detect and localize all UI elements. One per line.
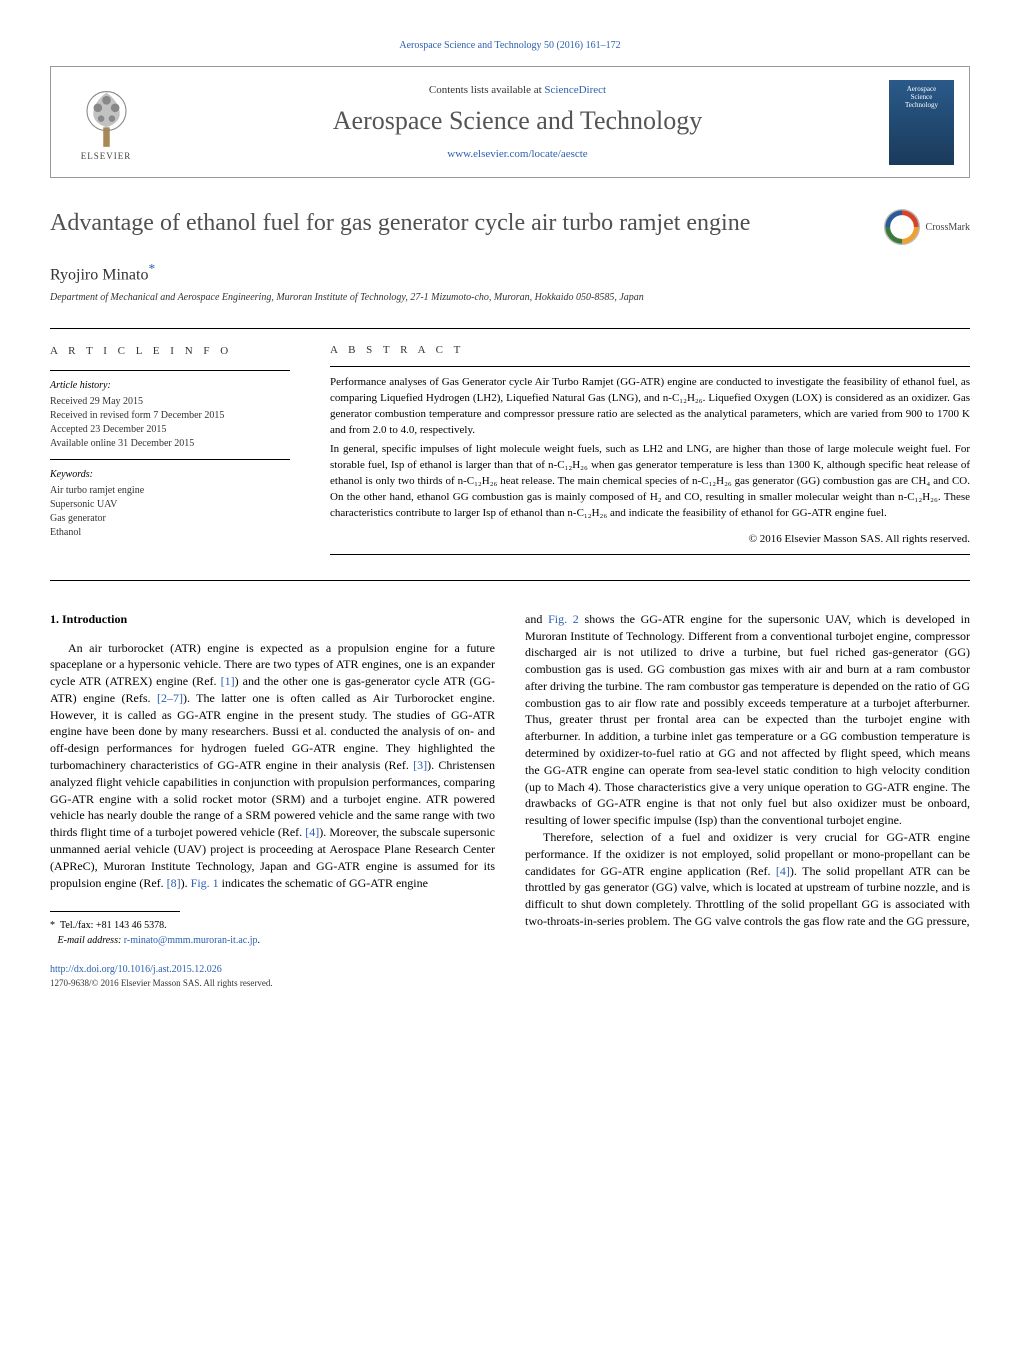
body-text: 1. Introduction An air turborocket (ATR)…: [50, 611, 970, 990]
ref-link[interactable]: [8]: [167, 876, 181, 890]
ref-link[interactable]: [3]: [413, 758, 427, 772]
body-paragraph: An air turborocket (ATR) engine is expec…: [50, 640, 495, 892]
footnote-marker: *: [50, 920, 55, 931]
journal-name: Aerospace Science and Technology: [161, 106, 874, 136]
footer-copyright: 1270-9638/© 2016 Elsevier Masson SAS. Al…: [50, 977, 495, 990]
sciencedirect-link[interactable]: ScienceDirect: [544, 84, 606, 96]
keyword-item: Air turbo ramjet engine: [50, 484, 290, 498]
history-title: Article history:: [50, 379, 290, 393]
journal-cover-thumb[interactable]: Aerospace Science Technology: [889, 80, 954, 165]
divider-top: [50, 328, 970, 329]
article-info-column: a r t i c l e i n f o Article history: R…: [50, 344, 290, 554]
history-item: Received in revised form 7 December 2015: [50, 409, 290, 423]
history-item: Available online 31 December 2015: [50, 437, 290, 451]
ref-link[interactable]: [4]: [776, 864, 790, 878]
journal-header: ELSEVIER Contents lists available at Sci…: [50, 66, 970, 178]
left-column: 1. Introduction An air turborocket (ATR)…: [50, 611, 495, 990]
journal-homepage-link[interactable]: www.elsevier.com/locate/aescte: [161, 148, 874, 160]
crossmark-badge[interactable]: CrossMark: [883, 208, 970, 246]
ref-link[interactable]: [4]: [305, 825, 319, 839]
top-citation[interactable]: Aerospace Science and Technology 50 (201…: [50, 40, 970, 51]
abstract-column: a b s t r a c t Performance analyses of …: [330, 344, 970, 554]
abstract-heading: a b s t r a c t: [330, 344, 970, 356]
divider-abstract: [330, 366, 970, 367]
thumb-text-2: Science: [911, 93, 933, 101]
divider-info-2: [50, 459, 290, 460]
corresponding-footnote: * Tel./fax: +81 143 46 5378. E-mail addr…: [50, 918, 495, 948]
author-name: Ryojiro Minato*: [50, 261, 970, 284]
history-item: Accepted 23 December 2015: [50, 423, 290, 437]
ref-link[interactable]: [2–7]: [157, 691, 183, 705]
keywords-title: Keywords:: [50, 468, 290, 482]
abstract-paragraph: In general, specific impulses of light m…: [330, 442, 970, 522]
thumb-text-1: Aerospace: [907, 85, 937, 93]
doi-link[interactable]: http://dx.doi.org/10.1016/j.ast.2015.12.…: [50, 963, 495, 977]
crossmark-icon: [883, 208, 921, 246]
abstract-copyright: © 2016 Elsevier Masson SAS. All rights r…: [330, 532, 970, 548]
fig-link[interactable]: Fig. 2: [548, 612, 579, 626]
keyword-item: Gas generator: [50, 512, 290, 526]
abstract-paragraph: Performance analyses of Gas Generator cy…: [330, 375, 970, 439]
keyword-item: Ethanol: [50, 526, 290, 540]
article-info-heading: a r t i c l e i n f o: [50, 344, 290, 359]
author-affiliation: Department of Mechanical and Aerospace E…: [50, 292, 970, 303]
body-paragraph: and Fig. 2 shows the GG-ATR engine for t…: [525, 611, 970, 829]
fig-link[interactable]: Fig. 1: [191, 876, 219, 890]
elsevier-logo[interactable]: ELSEVIER: [66, 77, 146, 167]
body-paragraph: Therefore, selection of a fuel and oxidi…: [525, 829, 970, 930]
section-heading: 1. Introduction: [50, 611, 495, 628]
divider-abstract-bottom: [330, 554, 970, 555]
ref-link[interactable]: [1]: [221, 674, 235, 688]
keyword-item: Supersonic UAV: [50, 498, 290, 512]
history-item: Received 29 May 2015: [50, 395, 290, 409]
thumb-text-3: Technology: [905, 101, 938, 109]
author-corresponding-marker[interactable]: *: [148, 261, 155, 276]
elsevier-label: ELSEVIER: [81, 151, 132, 161]
divider-info-1: [50, 370, 290, 371]
divider-body-top: [50, 580, 970, 581]
footnote-divider: [50, 911, 180, 912]
article-title: Advantage of ethanol fuel for gas genera…: [50, 208, 863, 238]
elsevier-tree-icon: [74, 84, 139, 149]
contents-available: Contents lists available at ScienceDirec…: [161, 84, 874, 96]
right-column: and Fig. 2 shows the GG-ATR engine for t…: [525, 611, 970, 990]
email-link[interactable]: r-minato@mmm.muroran-it.ac.jp: [124, 935, 258, 946]
crossmark-label: CrossMark: [926, 222, 970, 233]
